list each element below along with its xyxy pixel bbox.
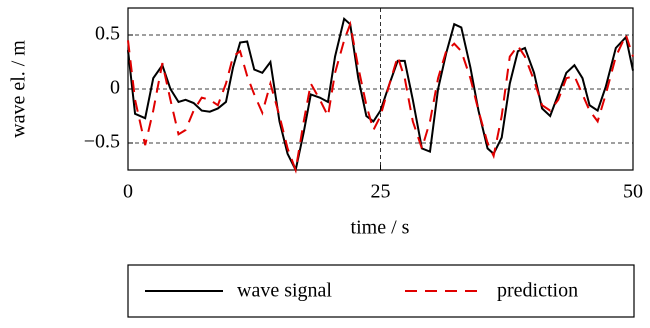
- y-tick-label: 0.5: [95, 23, 120, 45]
- x-tick-label: 25: [371, 181, 391, 203]
- data-line: [127, 16, 634, 174]
- y-axis-label: wave el. / m: [8, 40, 30, 138]
- data-line: [127, 20, 634, 174]
- legend-label: wave signal: [237, 280, 332, 302]
- y-tick-label: −0.5: [84, 131, 120, 153]
- legend-box: [127, 264, 635, 318]
- plot-frame: [127, 7, 634, 171]
- legend-label: prediction: [497, 280, 578, 302]
- x-tick-label: 50: [623, 181, 643, 203]
- x-axis-label: time / s: [351, 217, 410, 239]
- x-tick-label: 0: [123, 181, 133, 203]
- y-tick-label: 0: [110, 77, 120, 99]
